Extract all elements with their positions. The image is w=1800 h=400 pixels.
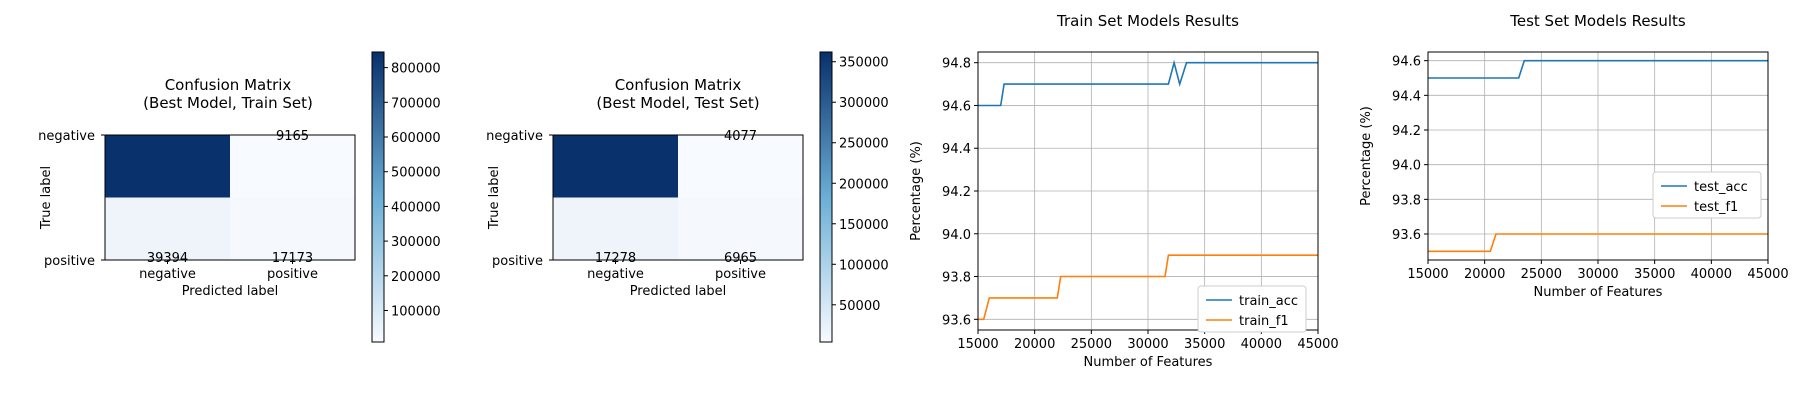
colorbar-tick-label: 100000 [839,258,889,273]
x-tick-label: 45000 [1747,267,1788,282]
y-tick-label: 94.2 [942,185,971,200]
confusion-matrix-test: Confusion Matrix(Best Model, Test Set) 40… [486,51,889,343]
cell-value-label: 6965 [724,251,757,266]
matrix-frame [104,134,356,261]
legend-label: train_acc [1239,294,1298,309]
legend-label: test_acc [1694,180,1748,195]
y-tick-label: 93.6 [1392,228,1421,243]
y-tick-label: 93.8 [942,271,971,286]
colorbar-tick-label: 500000 [391,166,441,181]
legend: test_acc test_f1 [1652,171,1762,219]
x-tick-label: positive [715,267,766,282]
y-axis-label: True label [39,166,54,230]
y-tick-label: 94.4 [1392,89,1421,104]
y-axis-label: Percentage (%) [1359,106,1374,206]
y-tick-label: 93.8 [1392,193,1421,208]
test-results-chart: Test Set Models Results 15000 20000 25000 30… [1359,12,1789,300]
x-tick-label: 20000 [1014,337,1055,352]
colorbar-tick-label: 700000 [391,96,441,111]
x-tick-label: negative [139,267,196,282]
matrix-cell [105,135,230,198]
colorbar [371,51,385,343]
matrix-cell [105,197,230,260]
x-tick-label: positive [267,267,318,282]
axes-frame [1427,51,1769,261]
colorbar-tick-label: 350000 [839,56,889,71]
y-tick-label: positive [492,254,543,269]
colorbar-tick-label: 600000 [391,131,441,146]
colorbar [819,51,833,343]
matrix-cell [230,135,355,198]
y-tick-label: 94.0 [1392,159,1421,174]
matrix-cell [553,135,678,198]
chart-title-line1: Confusion Matrix [165,76,292,94]
y-tick-label: negative [486,129,543,144]
colorbar-tick-label: 300000 [839,96,889,111]
y-tick-label: 94.2 [1392,124,1421,139]
x-tick-label: 35000 [1184,337,1225,352]
x-axis-label: Number of Features [1534,285,1663,300]
y-tick-label: 94.4 [942,142,971,157]
x-tick-label: 15000 [1407,267,1448,282]
y-tick-label: 93.6 [942,313,971,328]
legend-label: test_f1 [1694,200,1738,215]
x-axis-label: Number of Features [1084,355,1213,370]
x-axis-label: Predicted label [182,284,279,299]
y-tick-label: 94.6 [1392,55,1421,70]
x-tick-label: 40000 [1241,337,1282,352]
chart-title-line1: Confusion Matrix [615,76,742,94]
series-line-test_f1 [1428,233,1768,253]
cell-value-label: 4077 [724,129,757,144]
matrix-cell [678,135,803,198]
colorbar-tick-label: 150000 [839,218,889,233]
x-axis-label: Predicted label [630,284,727,299]
chart-title: Train Set Models Results [1056,12,1239,30]
matrix-frame [552,134,804,261]
series-line-test_acc [1428,59,1768,79]
matrix-cell [553,197,678,260]
y-axis-label: Percentage (%) [909,141,924,241]
x-tick-label: 25000 [1071,337,1112,352]
cell-value-label: 17278 [595,251,636,266]
colorbar-tick-label: 200000 [391,270,441,285]
confusion-matrix-train: Confusion Matrix(Best Model, Train Set) 9… [38,51,441,343]
colorbar-tick-label: 100000 [391,304,441,319]
x-tick-label: negative [587,267,644,282]
x-tick-label: 30000 [1127,337,1168,352]
colorbar-tick-label: 200000 [839,177,889,192]
x-tick-label: 20000 [1464,267,1505,282]
x-tick-label: 30000 [1577,267,1618,282]
x-tick-label: 40000 [1691,267,1732,282]
y-tick-label: 94.0 [942,228,971,243]
y-tick-label: 94.6 [942,99,971,114]
colorbar-tick-label: 800000 [391,62,441,77]
x-tick-label: 15000 [957,337,998,352]
y-tick-label: negative [38,129,95,144]
cell-value-label: 9165 [276,129,309,144]
cell-value-label: 17173 [272,251,313,266]
series-line-train_f1 [978,254,1318,321]
legend-label: train_f1 [1239,314,1289,329]
legend: train_acc train_f1 [1197,285,1307,333]
matrix-cell [230,197,355,260]
colorbar-tick-label: 250000 [839,137,889,152]
chart-title-line2: (Best Model, Train Set) [143,94,313,112]
chart-title: Test Set Models Results [1509,12,1686,30]
axes-frame [977,51,1319,331]
cell-value-label: 39394 [147,251,188,266]
series-line-train_acc [978,59,1318,107]
y-tick-label: 94.8 [942,57,971,72]
train-results-chart: Train Set Models Results 15000 20000 25000 3… [909,12,1339,370]
x-tick-label: 45000 [1297,337,1338,352]
colorbar-tick-label: 50000 [839,299,880,314]
chart-title-line2: (Best Model, Test Set) [596,94,759,112]
colorbar-tick-label: 300000 [391,235,441,250]
x-tick-label: 35000 [1634,267,1675,282]
colorbar-tick-label: 400000 [391,200,441,215]
x-tick-label: 25000 [1521,267,1562,282]
matrix-cell [678,197,803,260]
y-tick-label: positive [44,254,95,269]
y-axis-label: True label [487,166,502,230]
